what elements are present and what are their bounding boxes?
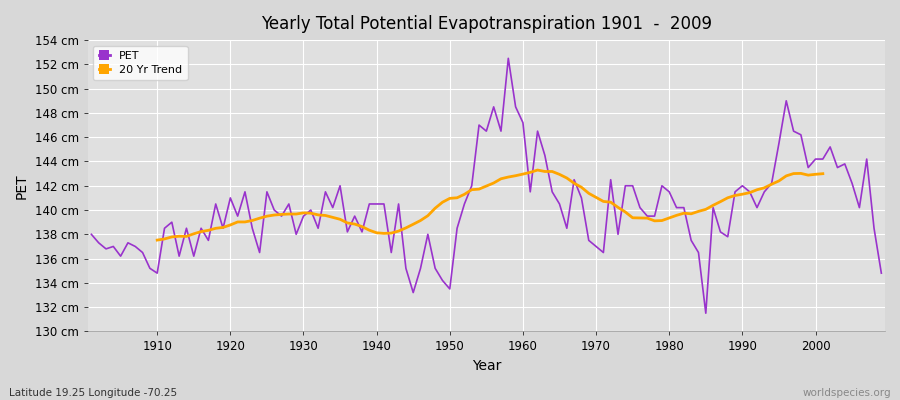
- Legend: PET, 20 Yr Trend: PET, 20 Yr Trend: [94, 46, 187, 80]
- Text: Latitude 19.25 Longitude -70.25: Latitude 19.25 Longitude -70.25: [9, 388, 177, 398]
- Text: worldspecies.org: worldspecies.org: [803, 388, 891, 398]
- Title: Yearly Total Potential Evapotranspiration 1901  -  2009: Yearly Total Potential Evapotranspiratio…: [261, 15, 712, 33]
- X-axis label: Year: Year: [472, 359, 501, 373]
- Y-axis label: PET: PET: [15, 173, 29, 198]
